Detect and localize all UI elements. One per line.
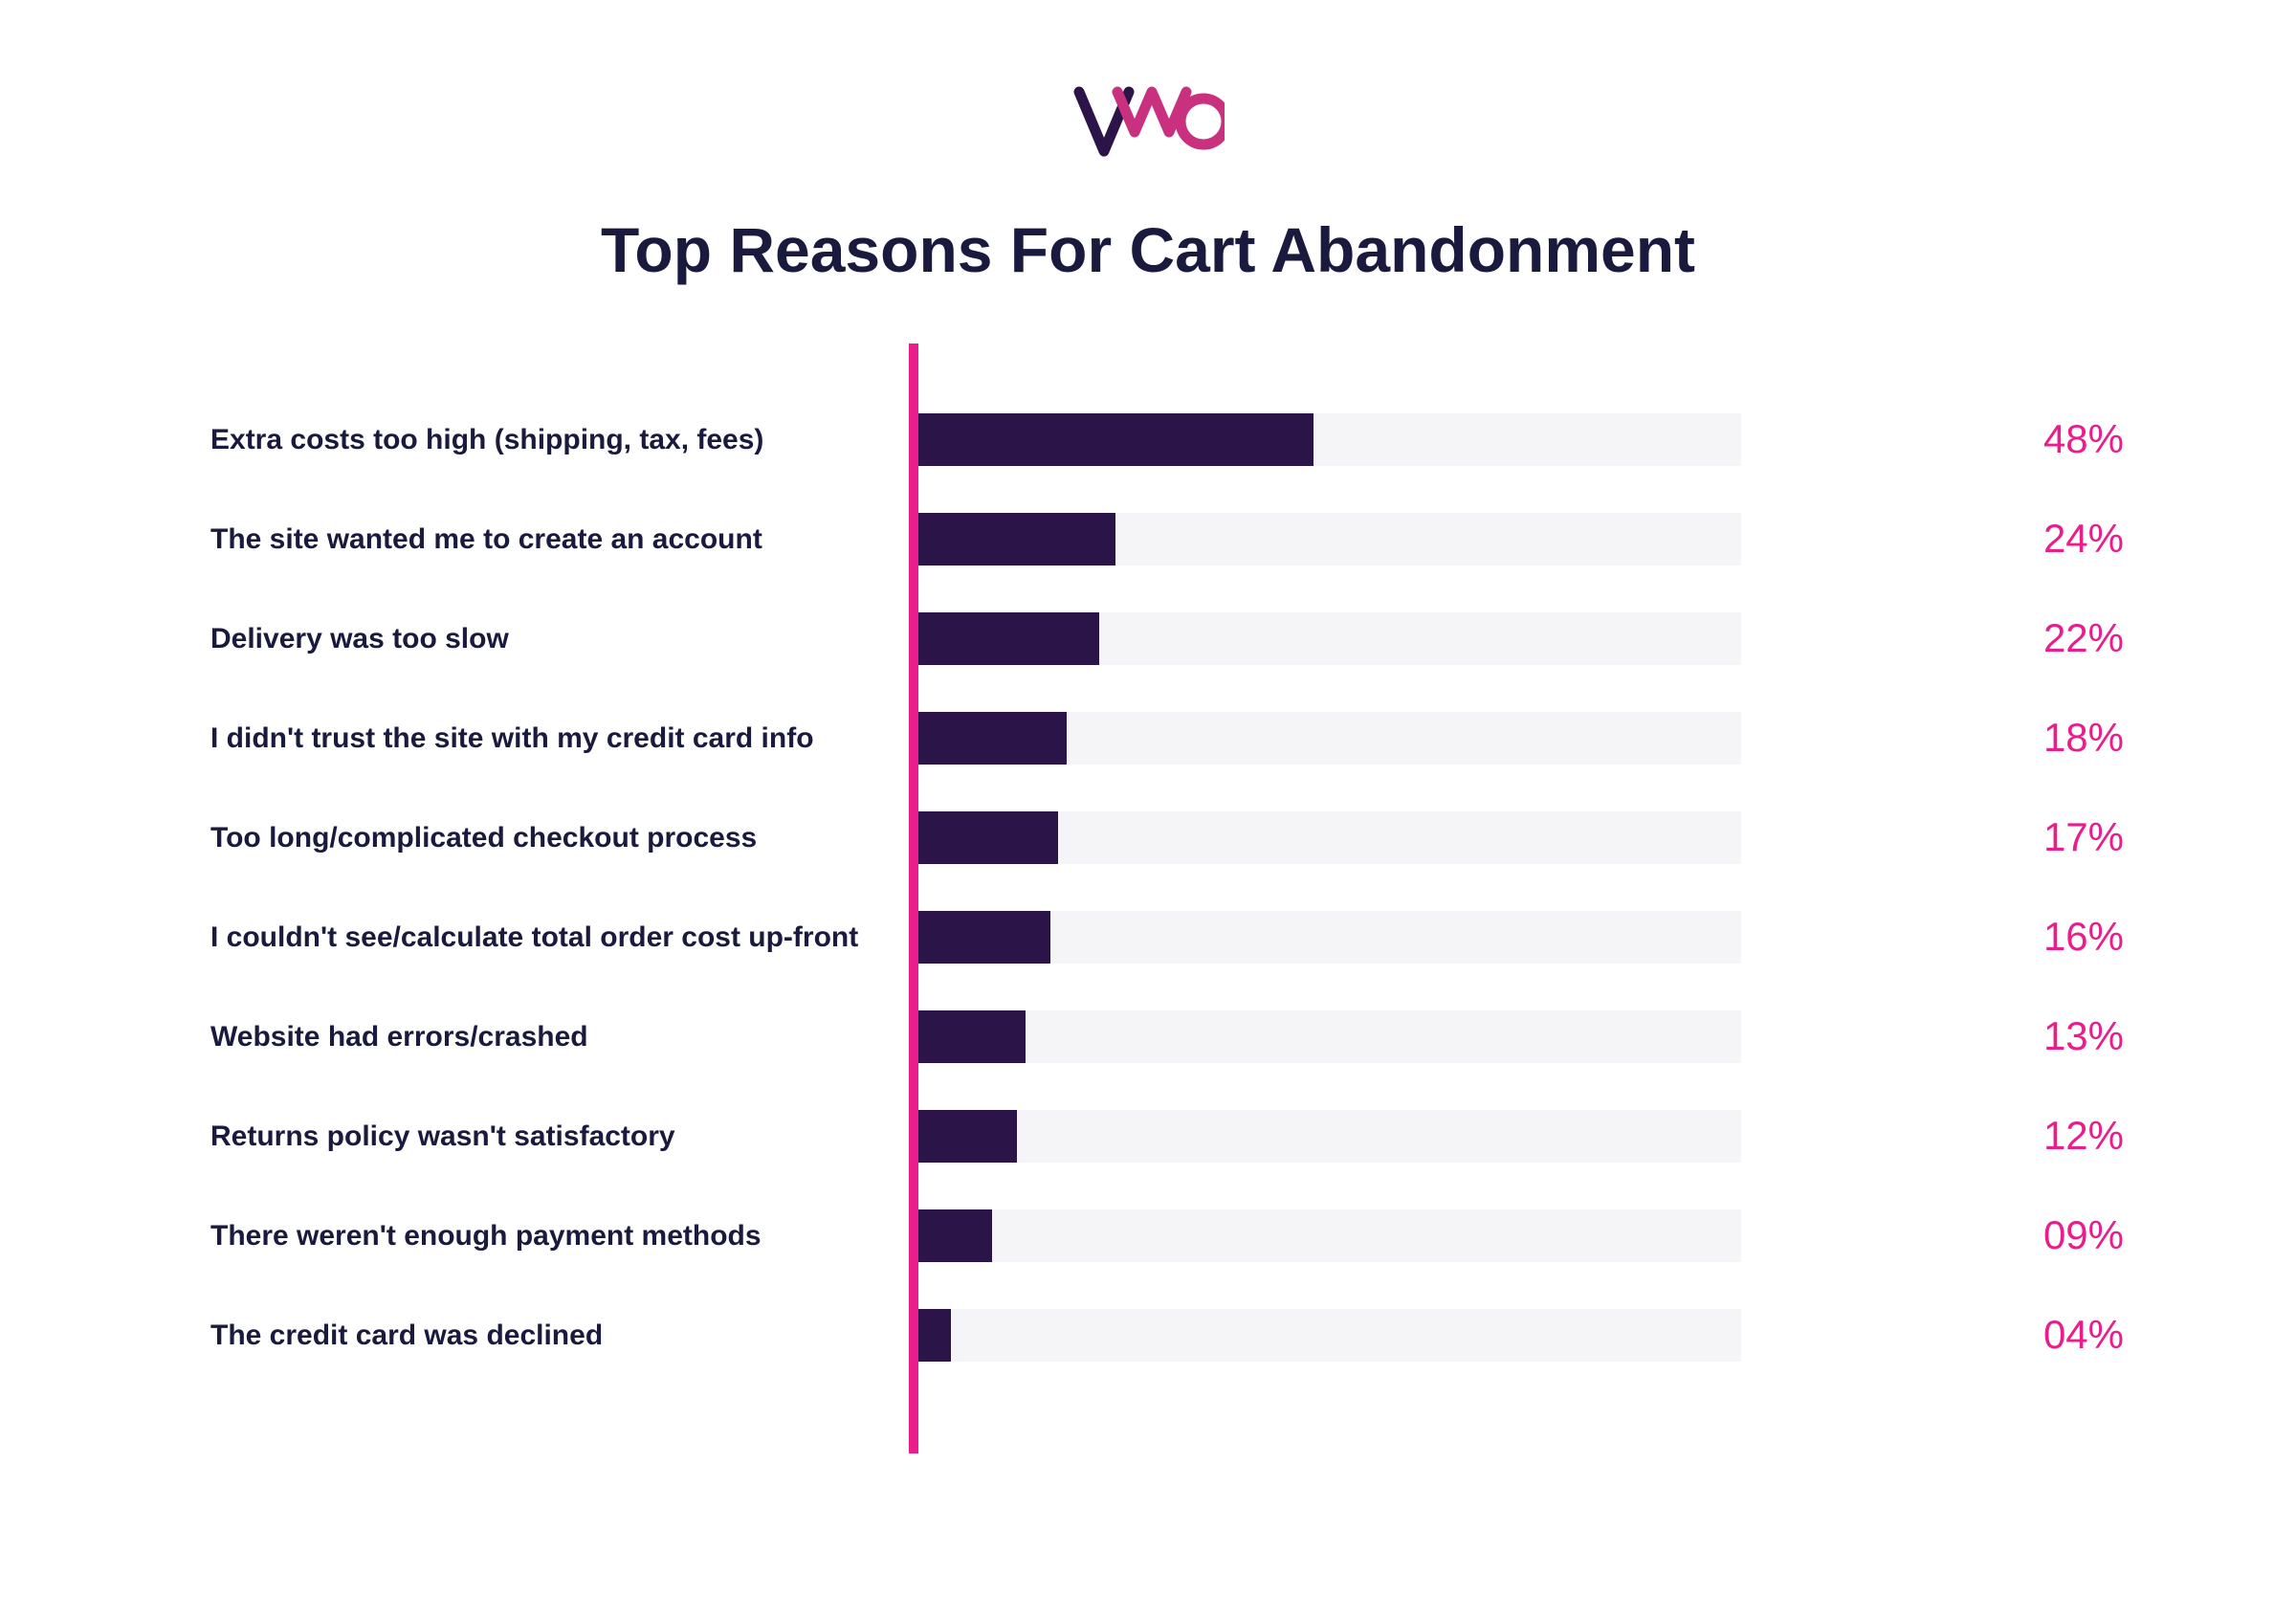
bar-value: 17% <box>2015 814 2124 860</box>
bar-label: I didn't trust the site with my credit c… <box>172 720 814 757</box>
bar-track <box>918 911 1741 964</box>
bar-background <box>918 1309 1741 1362</box>
bars-column: 48% 24% 22% 18% 17% 16% 13% 12% 09% 04% <box>909 401 2124 1396</box>
bar-value: 48% <box>2015 416 2124 462</box>
bar-track <box>918 1110 1741 1163</box>
bar-fill <box>918 612 1099 665</box>
bar-row: 17% <box>918 799 2124 876</box>
bar-row: 22% <box>918 600 2124 676</box>
label-row: Returns policy wasn't satisfactory <box>172 1098 871 1174</box>
bar-fill <box>918 413 1314 466</box>
bar-track <box>918 413 1741 466</box>
bar-track <box>918 1209 1741 1262</box>
bar-label: There weren't enough payment methods <box>172 1217 762 1254</box>
bar-row: 13% <box>918 998 2124 1075</box>
bar-track <box>918 811 1741 864</box>
bar-row: 24% <box>918 500 2124 577</box>
bar-fill <box>918 911 1050 964</box>
bar-label: Too long/complicated checkout process <box>172 819 757 856</box>
bar-row: 04% <box>918 1297 2124 1373</box>
bar-row: 09% <box>918 1197 2124 1274</box>
bar-track <box>918 712 1741 765</box>
bar-row: 18% <box>918 699 2124 776</box>
bar-background <box>918 1010 1741 1063</box>
bar-row: 48% <box>918 401 2124 477</box>
bar-label: Returns policy wasn't satisfactory <box>172 1118 675 1155</box>
bar-value: 24% <box>2015 516 2124 562</box>
label-row: There weren't enough payment methods <box>172 1197 871 1274</box>
label-row: I didn't trust the site with my credit c… <box>172 699 871 776</box>
bar-chart: Extra costs too high (shipping, tax, fee… <box>172 401 2124 1396</box>
vwo-logo <box>1071 86 1225 166</box>
label-row: The credit card was declined <box>172 1297 871 1373</box>
bar-label: Delivery was too slow <box>172 620 509 657</box>
bar-value: 13% <box>2015 1013 2124 1059</box>
label-row: I couldn't see/calculate total order cos… <box>172 898 871 975</box>
label-row: Website had errors/crashed <box>172 998 871 1075</box>
bar-track <box>918 1010 1741 1063</box>
bar-label: I couldn't see/calculate total order cos… <box>172 919 858 956</box>
bar-track <box>918 1309 1741 1362</box>
bar-row: 12% <box>918 1098 2124 1174</box>
bar-fill <box>918 712 1067 765</box>
chart-title: Top Reasons For Cart Abandonment <box>601 213 1695 286</box>
bar-label: The credit card was declined <box>172 1317 603 1354</box>
label-row: The site wanted me to create an account <box>172 500 871 577</box>
bar-fill <box>918 811 1058 864</box>
bar-row: 16% <box>918 898 2124 975</box>
bar-fill <box>918 1309 951 1362</box>
bar-value: 09% <box>2015 1212 2124 1258</box>
bar-value: 18% <box>2015 715 2124 761</box>
y-axis-line <box>909 344 918 1453</box>
bar-value: 04% <box>2015 1312 2124 1358</box>
bar-value: 16% <box>2015 914 2124 960</box>
bar-value: 12% <box>2015 1113 2124 1159</box>
bar-label: The site wanted me to create an account <box>172 521 762 558</box>
bar-background <box>918 1110 1741 1163</box>
bar-fill <box>918 513 1115 566</box>
bar-track <box>918 513 1741 566</box>
label-row: Extra costs too high (shipping, tax, fee… <box>172 401 871 477</box>
label-row: Too long/complicated checkout process <box>172 799 871 876</box>
labels-column: Extra costs too high (shipping, tax, fee… <box>172 401 909 1396</box>
bar-label: Extra costs too high (shipping, tax, fee… <box>172 421 763 458</box>
bar-label: Website had errors/crashed <box>172 1018 588 1055</box>
bar-fill <box>918 1110 1017 1163</box>
label-row: Delivery was too slow <box>172 600 871 676</box>
bar-track <box>918 612 1741 665</box>
bar-background <box>918 1209 1741 1262</box>
bar-fill <box>918 1209 992 1262</box>
bar-fill <box>918 1010 1026 1063</box>
bar-value: 22% <box>2015 615 2124 661</box>
